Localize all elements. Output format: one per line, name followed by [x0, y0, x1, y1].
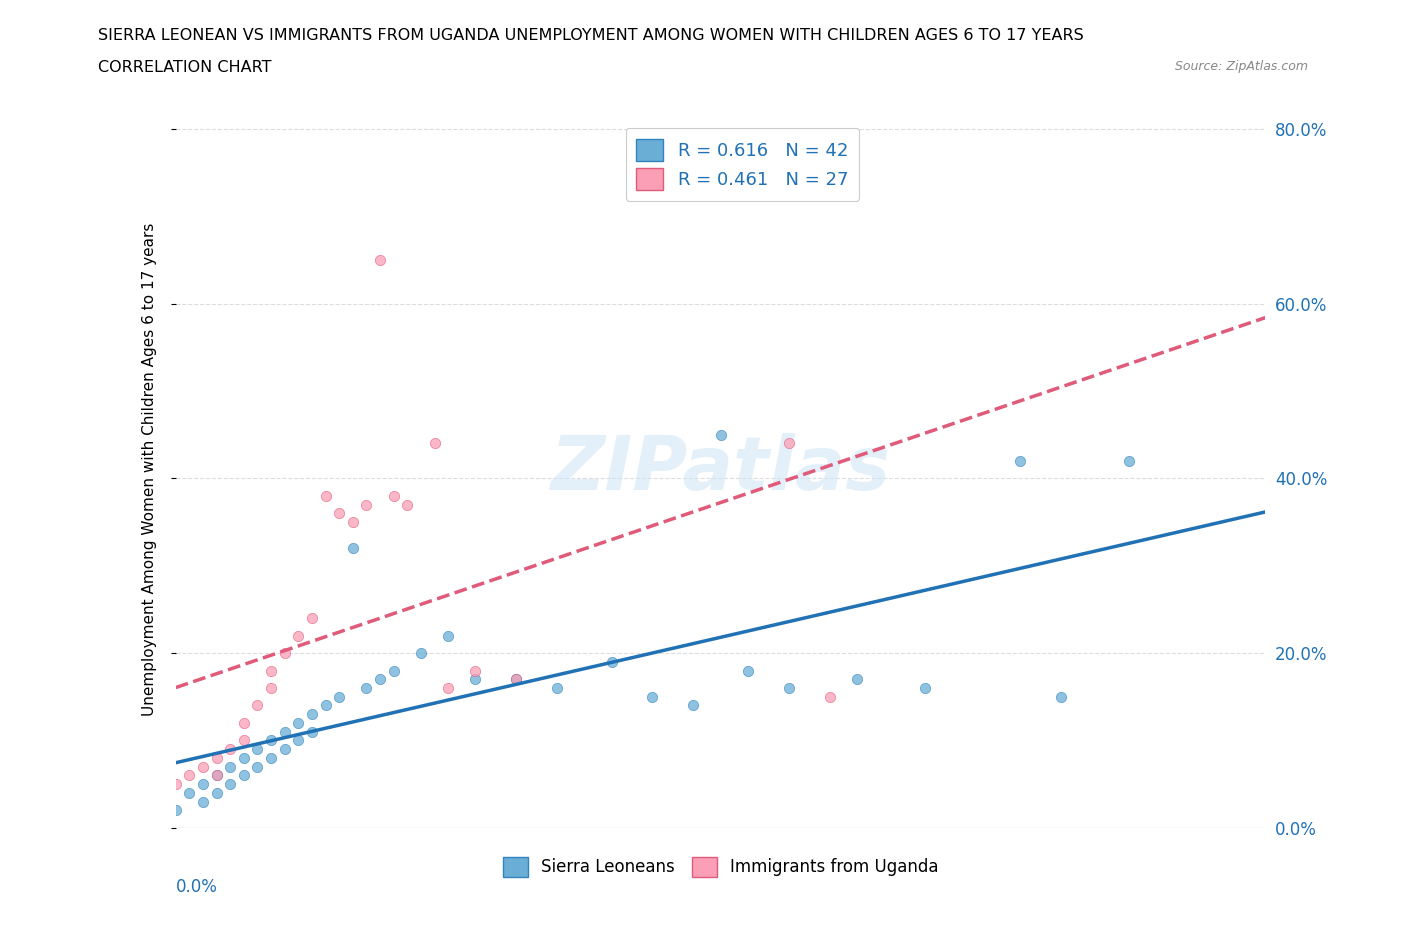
Point: [179, 768, 201, 783]
Point: [232, 733, 254, 748]
Point: [191, 794, 214, 809]
Point: [274, 645, 297, 660]
Point: [423, 436, 446, 451]
Point: [219, 741, 242, 756]
Point: [342, 541, 364, 556]
Point: [778, 436, 800, 451]
Point: [315, 698, 337, 713]
Point: [205, 768, 228, 783]
Point: [260, 751, 283, 765]
Point: [641, 689, 664, 704]
Point: [328, 506, 350, 521]
Text: Source: ZipAtlas.com: Source: ZipAtlas.com: [1174, 60, 1308, 73]
Point: [246, 759, 269, 774]
Point: [274, 741, 297, 756]
Point: [437, 628, 460, 643]
Point: [1118, 454, 1140, 469]
Point: [356, 498, 378, 512]
Point: [1050, 689, 1073, 704]
Text: CORRELATION CHART: CORRELATION CHART: [98, 60, 271, 75]
Point: [287, 628, 309, 643]
Point: [232, 751, 254, 765]
Point: [260, 663, 283, 678]
Point: [219, 759, 242, 774]
Point: [710, 427, 733, 442]
Legend: Sierra Leoneans, Immigrants from Uganda: Sierra Leoneans, Immigrants from Uganda: [496, 850, 945, 883]
Point: [287, 733, 309, 748]
Point: [246, 698, 269, 713]
Point: [301, 611, 323, 626]
Point: [845, 671, 868, 686]
Point: [505, 671, 527, 686]
Point: [260, 733, 283, 748]
Point: [682, 698, 704, 713]
Point: [219, 777, 242, 791]
Point: [382, 488, 405, 503]
Point: [600, 655, 623, 670]
Point: [778, 681, 800, 696]
Point: [246, 741, 269, 756]
Point: [368, 671, 391, 686]
Point: [737, 663, 759, 678]
Point: [356, 681, 378, 696]
Point: [165, 777, 187, 791]
Point: [546, 681, 568, 696]
Point: [368, 253, 391, 268]
Point: [191, 777, 214, 791]
Point: [818, 689, 841, 704]
Text: ZIPatlas: ZIPatlas: [551, 433, 890, 506]
Point: [274, 724, 297, 739]
Point: [464, 671, 486, 686]
Point: [205, 751, 228, 765]
Point: [315, 488, 337, 503]
Point: [328, 689, 350, 704]
Point: [205, 768, 228, 783]
Point: [232, 768, 254, 783]
Point: [409, 645, 432, 660]
Point: [260, 681, 283, 696]
Point: [191, 759, 214, 774]
Point: [505, 671, 527, 686]
Point: [1010, 454, 1032, 469]
Point: [165, 803, 187, 817]
Point: [342, 514, 364, 529]
Text: 0.0%: 0.0%: [176, 878, 218, 896]
Point: [179, 785, 201, 800]
Y-axis label: Unemployment Among Women with Children Ages 6 to 17 years: Unemployment Among Women with Children A…: [142, 223, 157, 716]
Point: [464, 663, 486, 678]
Point: [232, 715, 254, 730]
Point: [437, 681, 460, 696]
Point: [301, 724, 323, 739]
Point: [205, 785, 228, 800]
Text: SIERRA LEONEAN VS IMMIGRANTS FROM UGANDA UNEMPLOYMENT AMONG WOMEN WITH CHILDREN : SIERRA LEONEAN VS IMMIGRANTS FROM UGANDA…: [98, 28, 1084, 43]
Point: [382, 663, 405, 678]
Point: [396, 498, 419, 512]
Point: [287, 715, 309, 730]
Point: [301, 707, 323, 722]
Point: [914, 681, 936, 696]
